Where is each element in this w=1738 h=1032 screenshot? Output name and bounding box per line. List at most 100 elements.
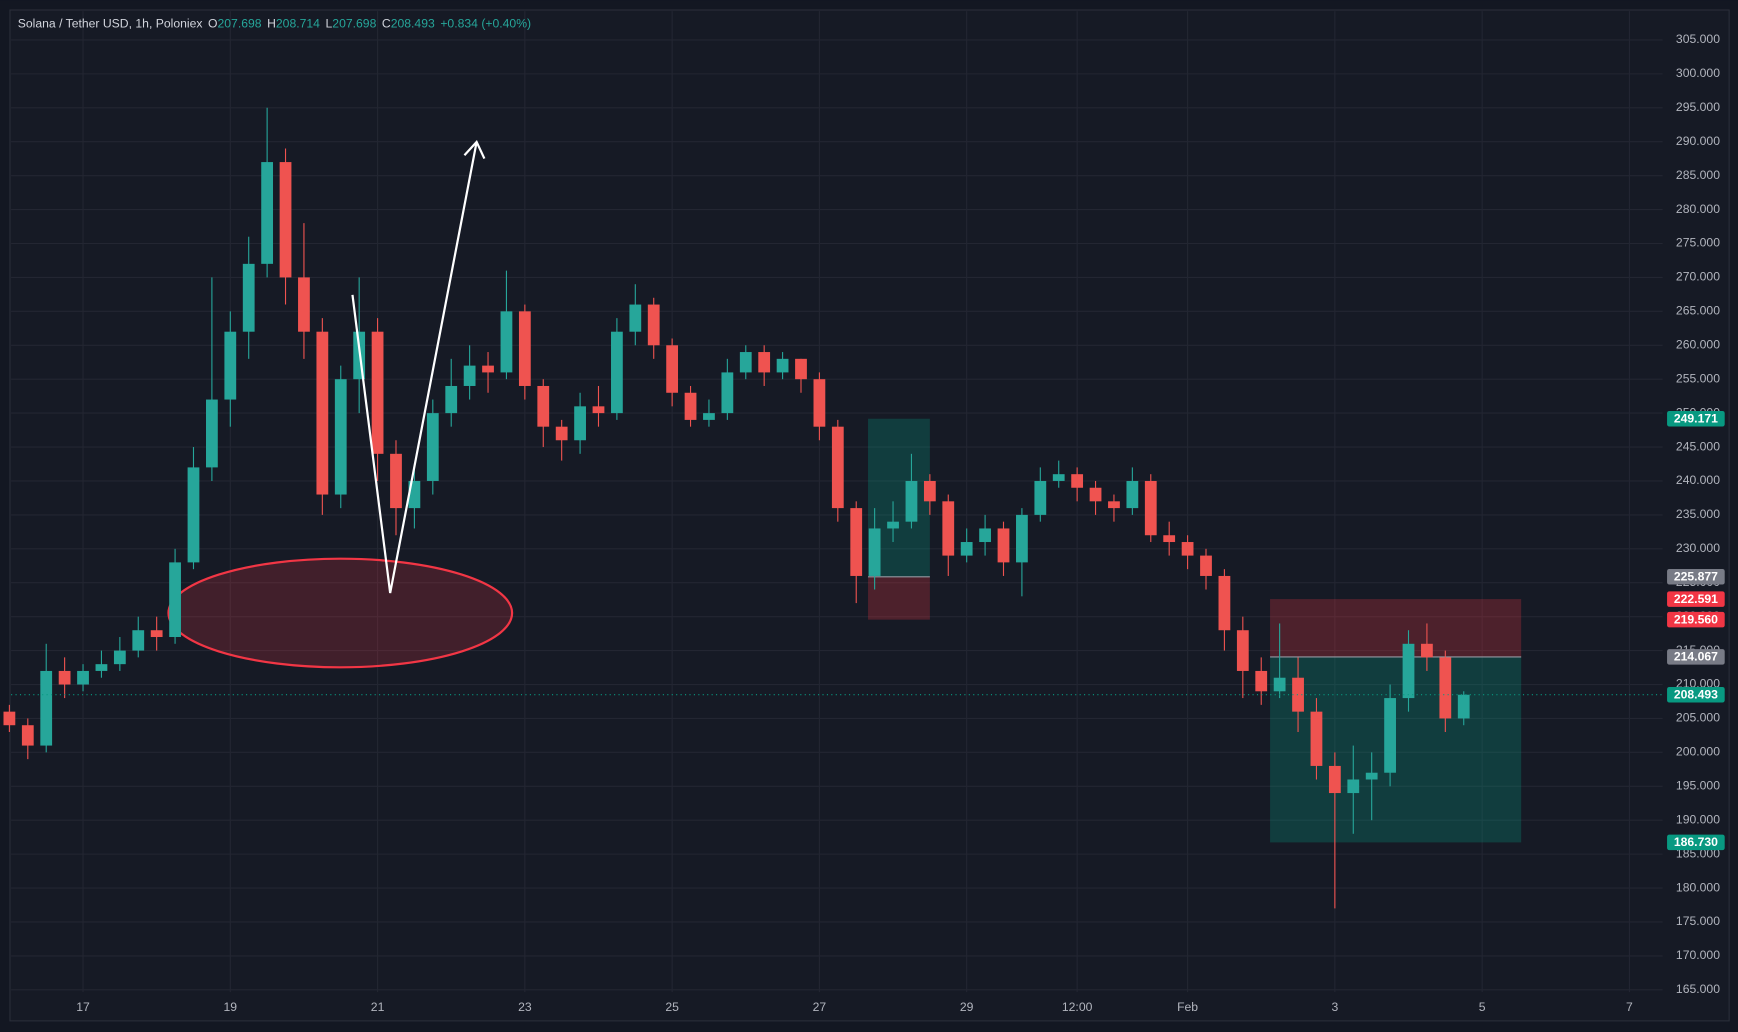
y-tick-label: 285.000 [1676, 168, 1720, 182]
x-tick-label: 21 [371, 1000, 385, 1014]
candle-body [1421, 643, 1433, 658]
candle-body [666, 345, 679, 393]
candle-body [390, 453, 402, 509]
candle-body [279, 162, 292, 278]
candle-body [1071, 474, 1084, 488]
x-tick-label: 19 [224, 1000, 238, 1014]
y-tick-label: 265.000 [1676, 304, 1720, 318]
candle-body [942, 501, 955, 556]
y-tick-label: 190.000 [1676, 812, 1720, 826]
candle-body [1016, 514, 1028, 563]
price-label: 249.171 [1674, 412, 1718, 426]
candle-body [868, 528, 881, 576]
y-tick-label: 270.000 [1676, 270, 1720, 284]
candle-body [1218, 575, 1231, 631]
candle-body [224, 331, 237, 400]
y-tick-label: 300.000 [1676, 66, 1720, 80]
candle-body [334, 379, 347, 495]
candle-body [739, 352, 752, 373]
y-tick-label: 170.000 [1676, 948, 1720, 962]
candle-body [1126, 480, 1139, 509]
legend-value: 208.714 [276, 17, 320, 31]
candle-body [684, 392, 697, 420]
price-label: 214.067 [1674, 650, 1718, 664]
axes: 165.000170.000175.000180.000185.000190.0… [76, 32, 1725, 1014]
x-tick-label: 17 [76, 1000, 90, 1014]
candle-body [58, 670, 71, 685]
candle-body [1365, 772, 1378, 780]
candle-body [1163, 535, 1176, 543]
candle-body [629, 304, 642, 332]
loss-zone [1270, 599, 1522, 657]
candle-body [3, 711, 16, 726]
candle-body [1255, 670, 1268, 692]
arrow-drawing [351, 141, 478, 594]
candle-body [1439, 657, 1452, 719]
candle-body [960, 542, 973, 556]
candle-body [316, 331, 329, 495]
candle-body [703, 413, 715, 420]
legend-value: 208.493 [391, 17, 435, 31]
candle-body [482, 365, 494, 373]
price-badge [1667, 686, 1725, 703]
candle-body [1034, 480, 1047, 515]
candle-body [463, 365, 476, 386]
candle-body [758, 352, 771, 373]
y-tick-label: 260.000 [1676, 337, 1720, 351]
candle-body [592, 406, 605, 414]
price-badge [1667, 611, 1725, 628]
candle-body [150, 630, 163, 638]
y-tick-label: 205.000 [1676, 711, 1720, 725]
candle-body [1292, 677, 1304, 712]
candle-body [831, 426, 844, 509]
y-tick-label: 175.000 [1676, 914, 1720, 928]
candle-body [95, 664, 108, 671]
candle-body [887, 521, 899, 529]
price-badge [1667, 649, 1725, 665]
candle-body [647, 304, 660, 346]
candle-body [1200, 555, 1212, 576]
price-badge [1667, 591, 1725, 607]
price-badge [1667, 569, 1725, 585]
candle-body [997, 528, 1010, 563]
symbol: Solana / Tether USD, 1h, Poloniex [18, 17, 203, 31]
price-label: 208.493 [1674, 688, 1718, 702]
candle-body [77, 670, 89, 685]
candle-body [721, 372, 734, 414]
candle-body [1052, 474, 1065, 481]
y-tick-label: 245.000 [1676, 439, 1720, 453]
price-badge [1667, 834, 1725, 851]
candle-body [1181, 542, 1194, 556]
candle-body [850, 508, 863, 576]
candle-body [1273, 677, 1286, 692]
candle-body [1384, 698, 1396, 773]
y-tick-label: 195.000 [1676, 779, 1720, 793]
price-label: 225.877 [1674, 570, 1718, 584]
x-tick-label: 3 [1331, 1000, 1338, 1014]
candle-body [905, 480, 918, 522]
candle-body [574, 406, 586, 441]
x-tick-label: 23 [518, 1000, 532, 1014]
legend-change: +0.834 (+0.40%) [440, 17, 531, 31]
candle-body [1089, 487, 1102, 502]
candle-body [206, 399, 218, 468]
overlay [351, 139, 486, 594]
legend-label: H [267, 17, 276, 31]
candle-body [1402, 643, 1415, 699]
price-label: 186.730 [1674, 835, 1718, 849]
y-tick-label: 165.000 [1676, 982, 1720, 996]
x-tick-label: 29 [960, 1000, 974, 1014]
legend-label: C [382, 17, 391, 31]
y-tick-label: 235.000 [1676, 507, 1720, 521]
candle-body [813, 379, 826, 427]
candle-body [1144, 480, 1157, 536]
candle-body [979, 528, 991, 543]
x-tick-label: 7 [1626, 1000, 1633, 1014]
candle-body [261, 162, 274, 264]
candle-body [1310, 711, 1323, 766]
chart-frame [9, 9, 1730, 1022]
candle-body [187, 467, 200, 563]
candle-body [169, 562, 181, 638]
